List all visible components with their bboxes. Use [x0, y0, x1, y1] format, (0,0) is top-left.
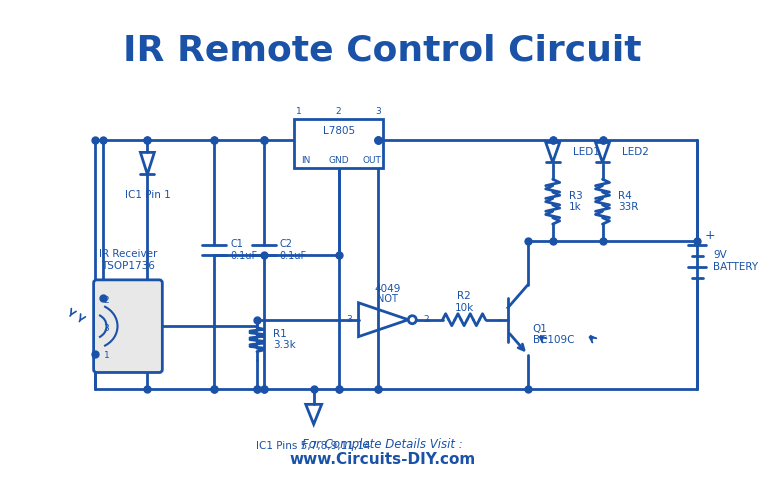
FancyBboxPatch shape — [94, 280, 162, 373]
Text: NOT: NOT — [377, 294, 398, 304]
Text: IR Remote Control Circuit: IR Remote Control Circuit — [123, 34, 642, 68]
Text: 9V
BATTERY: 9V BATTERY — [713, 250, 758, 272]
Text: C1
0.1uF: C1 0.1uF — [230, 239, 257, 261]
Text: R4
33R: R4 33R — [618, 191, 639, 212]
Text: L7805: L7805 — [323, 127, 355, 137]
Text: LED1: LED1 — [573, 147, 600, 157]
Text: 2: 2 — [423, 315, 429, 324]
Text: 2: 2 — [104, 296, 109, 305]
Text: LED2: LED2 — [622, 147, 649, 157]
Text: +: + — [705, 229, 716, 242]
Text: R2
10k: R2 10k — [455, 291, 474, 313]
Text: IC1 Pin 1: IC1 Pin 1 — [124, 190, 170, 200]
Text: 3: 3 — [376, 106, 381, 115]
Text: C2
0.1uF: C2 0.1uF — [280, 239, 307, 261]
Text: 3: 3 — [104, 324, 109, 333]
Text: 3: 3 — [346, 315, 352, 324]
Text: Q1
BC109C: Q1 BC109C — [533, 324, 574, 346]
Text: OUT: OUT — [362, 156, 381, 165]
Text: 1: 1 — [296, 106, 302, 115]
Text: 4049: 4049 — [374, 284, 401, 294]
Text: IN: IN — [301, 156, 310, 165]
Text: www.Circuits-DIY.com: www.Circuits-DIY.com — [290, 452, 475, 466]
Text: R1
3.3k: R1 3.3k — [273, 329, 296, 351]
Bar — [294, 118, 383, 168]
Text: 2: 2 — [336, 106, 342, 115]
Text: R3
1k: R3 1k — [568, 191, 582, 212]
Text: IR Receiver
TSOP1736: IR Receiver TSOP1736 — [99, 249, 157, 271]
Text: For Complete Details Visit :: For Complete Details Visit : — [302, 438, 463, 451]
Text: 1: 1 — [104, 352, 109, 360]
Text: GND: GND — [328, 156, 349, 165]
Text: IC1 Pins 5,7,8,9,11,14: IC1 Pins 5,7,8,9,11,14 — [257, 441, 371, 451]
